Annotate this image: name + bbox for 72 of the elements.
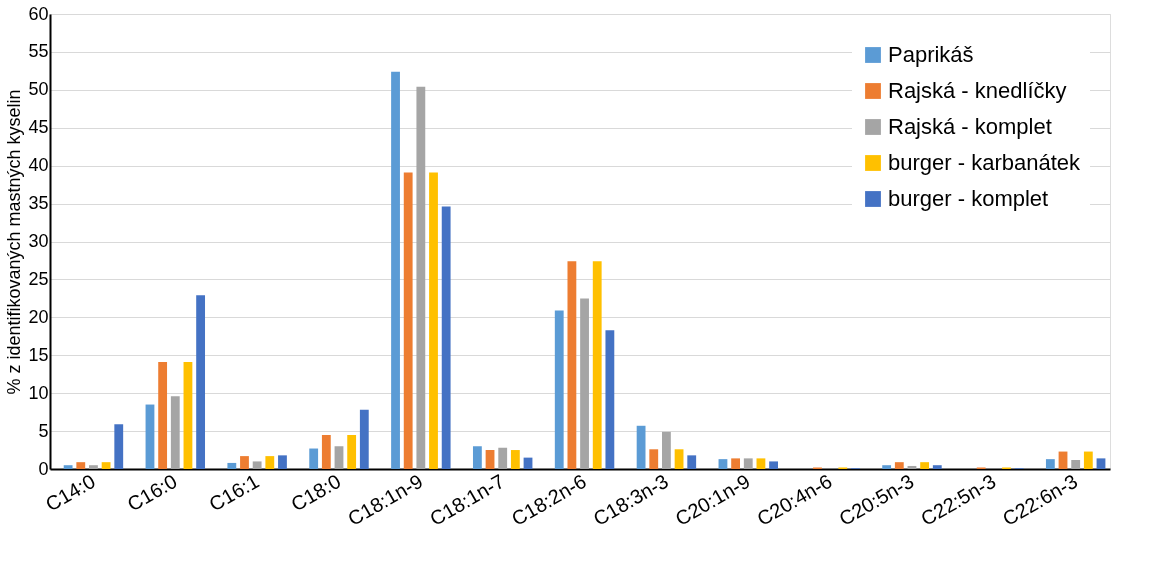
bar bbox=[63, 465, 73, 469]
bar bbox=[567, 261, 577, 469]
y-tick-label: 45 bbox=[28, 117, 49, 138]
bar bbox=[498, 447, 508, 469]
bar bbox=[321, 434, 331, 469]
y-tick-label: 40 bbox=[28, 155, 49, 176]
legend-label: Rajská - komplet bbox=[888, 114, 1052, 139]
bar bbox=[756, 458, 766, 469]
y-axis-title: % z identifikovaných mastných kyselin bbox=[4, 89, 25, 395]
bar bbox=[1045, 459, 1055, 469]
bar bbox=[472, 446, 482, 469]
bar bbox=[240, 456, 249, 469]
bar bbox=[170, 396, 180, 469]
bar bbox=[309, 448, 319, 469]
bar bbox=[592, 261, 602, 469]
bar bbox=[662, 431, 671, 469]
bar bbox=[359, 409, 369, 469]
bar bbox=[485, 450, 495, 469]
bar bbox=[76, 462, 86, 469]
bar bbox=[882, 465, 892, 469]
bar bbox=[731, 458, 741, 469]
y-tick-label: 0 bbox=[38, 458, 49, 479]
bar bbox=[769, 461, 778, 469]
bar bbox=[347, 434, 357, 469]
legend-label: burger - komplet bbox=[888, 186, 1049, 211]
bar bbox=[265, 456, 275, 469]
bar bbox=[196, 295, 206, 469]
bar bbox=[429, 172, 438, 469]
bar bbox=[687, 455, 697, 469]
bar bbox=[1071, 459, 1081, 469]
bar bbox=[743, 458, 753, 469]
y-tick-label: 15 bbox=[28, 344, 49, 365]
bar bbox=[636, 425, 646, 469]
y-tick-label: 30 bbox=[28, 231, 49, 251]
bar bbox=[227, 462, 237, 469]
bar bbox=[403, 172, 413, 469]
bar bbox=[158, 362, 168, 469]
bar bbox=[920, 462, 930, 469]
x-tick-label: C16:1 bbox=[205, 469, 263, 516]
bar bbox=[441, 206, 451, 469]
bar bbox=[510, 450, 520, 469]
legend-label: Paprikáš bbox=[888, 42, 974, 67]
bar bbox=[932, 465, 942, 469]
y-tick-label: 25 bbox=[28, 268, 49, 289]
bar bbox=[101, 462, 111, 469]
y-tick-label: 60 bbox=[28, 3, 49, 24]
bar bbox=[89, 465, 98, 469]
bar bbox=[580, 298, 589, 469]
bar bbox=[649, 449, 659, 469]
bar bbox=[894, 462, 904, 469]
legend-label: burger - karbanátek bbox=[888, 150, 1081, 175]
y-tick-label: 50 bbox=[28, 79, 49, 100]
y-tick-label: 35 bbox=[28, 193, 49, 214]
bar bbox=[278, 455, 287, 469]
y-tick-label: 10 bbox=[28, 382, 49, 403]
bar bbox=[1096, 458, 1106, 469]
legend-label: Rajská - knedlíčky bbox=[888, 78, 1067, 103]
bar bbox=[114, 424, 124, 469]
bar bbox=[334, 446, 344, 469]
y-tick-label: 5 bbox=[38, 420, 49, 441]
bar bbox=[145, 404, 155, 469]
bar bbox=[605, 330, 615, 469]
bar bbox=[252, 461, 262, 469]
bar bbox=[391, 71, 400, 469]
y-tick-label: 55 bbox=[28, 41, 49, 62]
bar bbox=[554, 310, 564, 469]
bar bbox=[674, 449, 684, 469]
bar bbox=[416, 86, 426, 469]
y-tick-label: 20 bbox=[28, 306, 49, 327]
bar bbox=[1083, 451, 1093, 469]
bar bbox=[718, 459, 728, 469]
bar bbox=[183, 362, 193, 469]
